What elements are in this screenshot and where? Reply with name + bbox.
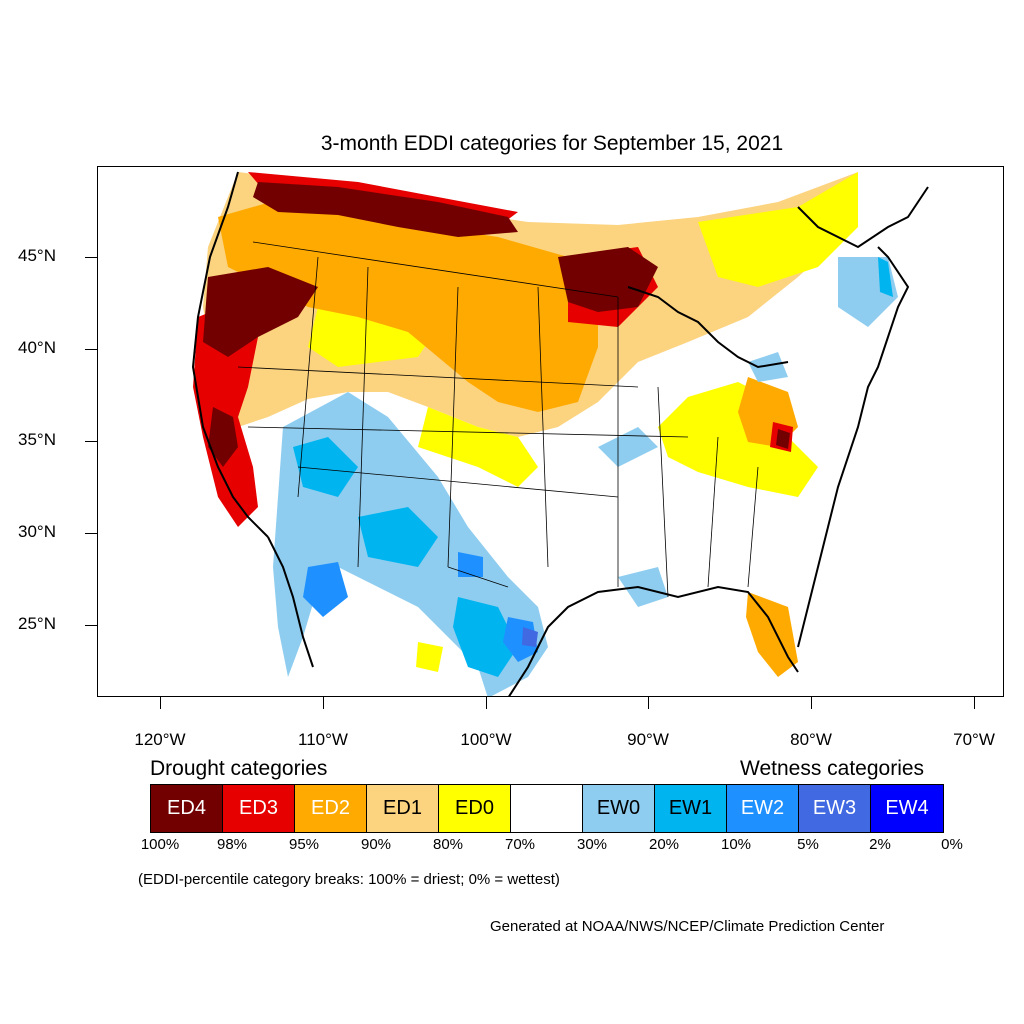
legend-break-label: 0% bbox=[941, 836, 963, 853]
legend-break-label: 10% bbox=[720, 836, 752, 853]
lon-tick bbox=[486, 697, 487, 709]
coastlines bbox=[191, 171, 929, 696]
legend-category-box bbox=[511, 785, 583, 832]
lat-label: 40°N bbox=[18, 338, 56, 357]
legend-colorbar: ED4 ED3 ED2 ED1 ED0 EW0 EW1 EW2 EW3 EW4 bbox=[150, 784, 944, 833]
legend-category-box: EW2 bbox=[727, 785, 799, 832]
lat-label: 30°N bbox=[18, 522, 56, 541]
lat-label: 45°N bbox=[18, 246, 56, 265]
legend-break-label: 2% bbox=[869, 836, 891, 853]
eddi-map bbox=[97, 166, 1004, 697]
legend-break-label: 5% bbox=[797, 836, 819, 853]
map-title: 3-month EDDI categories for September 15… bbox=[320, 132, 784, 155]
legend-category-box: ED1 bbox=[367, 785, 439, 832]
legend-break-label: 98% bbox=[216, 836, 248, 853]
lat-label: 25°N bbox=[18, 614, 56, 633]
lon-label: 80°W bbox=[790, 730, 832, 749]
legend-category-box: ED2 bbox=[295, 785, 367, 832]
legend-break-label: 100% bbox=[140, 836, 180, 853]
legend-category-box: ED0 bbox=[439, 785, 511, 832]
wetness-heading: Wetness categories bbox=[740, 757, 925, 780]
legend-category-box: EW1 bbox=[655, 785, 727, 832]
lat-tick bbox=[85, 257, 97, 258]
category-fields bbox=[193, 172, 898, 696]
lat-tick bbox=[85, 625, 97, 626]
lat-tick bbox=[85, 533, 97, 534]
drought-heading: Drought categories bbox=[150, 757, 328, 780]
lat-tick bbox=[85, 349, 97, 350]
lat-label: 35°N bbox=[18, 430, 56, 449]
lon-label: 100°W bbox=[460, 730, 512, 749]
legend-break-label: 20% bbox=[648, 836, 680, 853]
lon-label: 90°W bbox=[627, 730, 669, 749]
legend-break-label: 70% bbox=[504, 836, 536, 853]
legend-category-box: EW0 bbox=[583, 785, 655, 832]
lon-tick bbox=[648, 697, 649, 709]
lon-label: 110°W bbox=[298, 730, 348, 749]
lon-tick bbox=[323, 697, 324, 709]
legend-note: (EDDI-percentile category breaks: 100% =… bbox=[138, 871, 560, 888]
legend-break-label: 90% bbox=[360, 836, 392, 853]
lon-label: 70°W bbox=[953, 730, 995, 749]
legend-break-label: 80% bbox=[432, 836, 464, 853]
lon-tick bbox=[974, 697, 975, 709]
lon-tick bbox=[160, 697, 161, 709]
legend-break-label: 30% bbox=[576, 836, 608, 853]
lat-tick bbox=[85, 441, 97, 442]
credit-line: Generated at NOAA/NWS/NCEP/Climate Predi… bbox=[490, 918, 885, 935]
state-borders bbox=[237, 241, 759, 598]
lon-label: 120°W bbox=[134, 730, 186, 749]
legend-break-label: 95% bbox=[288, 836, 320, 853]
legend-category-box: ED4 bbox=[151, 785, 223, 832]
lon-tick bbox=[811, 697, 812, 709]
eddi-map-canvas bbox=[191, 171, 929, 696]
legend-category-box: EW3 bbox=[799, 785, 871, 832]
legend-category-box: ED3 bbox=[223, 785, 295, 832]
legend-category-box: EW4 bbox=[871, 785, 943, 832]
